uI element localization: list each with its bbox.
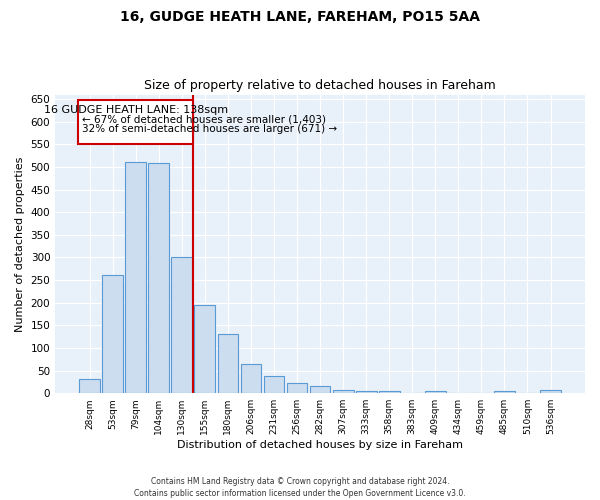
Y-axis label: Number of detached properties: Number of detached properties [15, 156, 25, 332]
Bar [494, 391, 515, 393]
Bar [425, 391, 446, 393]
X-axis label: Distribution of detached houses by size in Fareham: Distribution of detached houses by size … [177, 440, 463, 450]
Bar [379, 391, 400, 393]
Bar [310, 386, 331, 393]
Bar [356, 391, 377, 393]
FancyBboxPatch shape [78, 100, 193, 144]
Bar [125, 162, 146, 393]
Bar [79, 378, 100, 393]
Bar [172, 256, 192, 393]
Title: Size of property relative to detached houses in Fareham: Size of property relative to detached ho… [144, 79, 496, 92]
Bar [194, 304, 215, 393]
Bar [218, 334, 238, 393]
Bar [287, 384, 307, 393]
Bar [148, 163, 169, 393]
Bar [241, 364, 262, 393]
Text: ← 67% of detached houses are smaller (1,403): ← 67% of detached houses are smaller (1,… [82, 114, 326, 124]
Bar [263, 376, 284, 393]
Bar [102, 274, 123, 393]
Text: 16 GUDGE HEATH LANE: 138sqm: 16 GUDGE HEATH LANE: 138sqm [44, 104, 228, 115]
Bar [333, 390, 353, 393]
Text: Contains HM Land Registry data © Crown copyright and database right 2024.
Contai: Contains HM Land Registry data © Crown c… [134, 476, 466, 498]
Bar [540, 390, 561, 393]
Text: 16, GUDGE HEATH LANE, FAREHAM, PO15 5AA: 16, GUDGE HEATH LANE, FAREHAM, PO15 5AA [120, 10, 480, 24]
Text: 32% of semi-detached houses are larger (671) →: 32% of semi-detached houses are larger (… [82, 124, 337, 134]
